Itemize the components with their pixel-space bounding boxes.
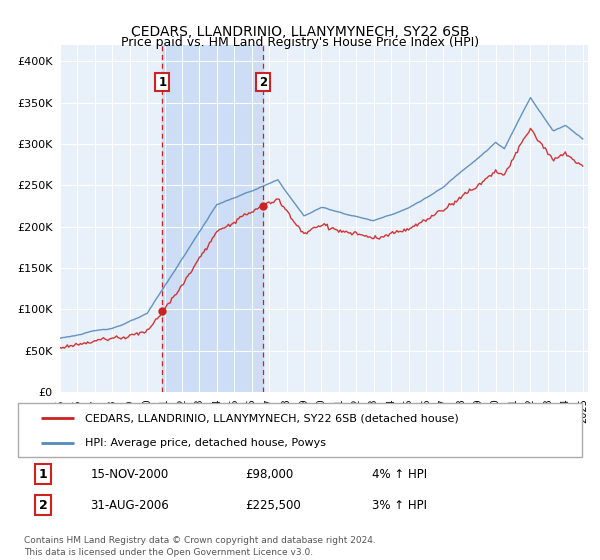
Text: Contains HM Land Registry data © Crown copyright and database right 2024.
This d: Contains HM Land Registry data © Crown c… — [24, 536, 376, 557]
Bar — [163, 45, 263, 392]
Text: HPI: Average price, detached house, Powys: HPI: Average price, detached house, Powy… — [85, 438, 326, 448]
Text: 2: 2 — [259, 76, 267, 88]
Text: 3% ↑ HPI: 3% ↑ HPI — [372, 499, 427, 512]
Text: 4% ↑ HPI: 4% ↑ HPI — [372, 468, 427, 481]
FancyBboxPatch shape — [19, 403, 581, 457]
Text: CEDARS, LLANDRINIO, LLANYMYNECH, SY22 6SB: CEDARS, LLANDRINIO, LLANYMYNECH, SY22 6S… — [131, 25, 469, 39]
Text: £225,500: £225,500 — [245, 499, 301, 512]
Text: CEDARS, LLANDRINIO, LLANYMYNECH, SY22 6SB (detached house): CEDARS, LLANDRINIO, LLANYMYNECH, SY22 6S… — [85, 413, 458, 423]
Text: 31-AUG-2006: 31-AUG-2006 — [90, 499, 169, 512]
Text: 15-NOV-2000: 15-NOV-2000 — [90, 468, 169, 481]
Text: 1: 1 — [39, 468, 47, 481]
Text: Price paid vs. HM Land Registry's House Price Index (HPI): Price paid vs. HM Land Registry's House … — [121, 36, 479, 49]
Text: 2: 2 — [39, 499, 47, 512]
Text: 1: 1 — [158, 76, 167, 88]
Text: £98,000: £98,000 — [245, 468, 293, 481]
